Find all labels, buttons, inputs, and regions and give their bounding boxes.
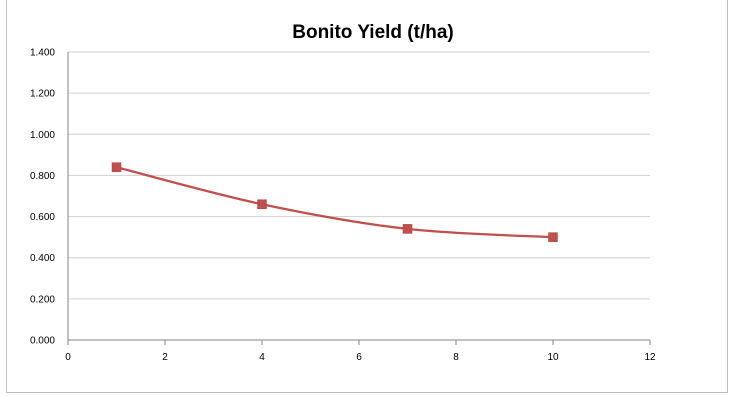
- data-point: [548, 232, 558, 242]
- data-point: [111, 162, 122, 172]
- data-point: [402, 224, 413, 234]
- y-tick-label: 0.200: [30, 294, 55, 305]
- y-tick-label: 0.400: [30, 253, 55, 264]
- y-tick-label: 0.600: [30, 212, 55, 223]
- data-point: [257, 199, 267, 209]
- series-line: [116, 166, 554, 239]
- x-tick-label: 12: [644, 352, 656, 363]
- x-tick-label: 4: [259, 352, 265, 363]
- y-tick-label: 0.000: [30, 336, 55, 347]
- y-tick-label: 0.800: [30, 171, 55, 182]
- chart-title: Bonito Yield (t/ha): [292, 22, 454, 43]
- gridlines: [67, 51, 650, 341]
- y-tick-label: 1.000: [30, 130, 55, 141]
- y-axis-ticks: 0.000 0.200 0.400 0.600 0.800 1.000 1.200 1.400: [30, 48, 55, 347]
- series-layer: [111, 162, 558, 242]
- x-tick-label: 8: [453, 352, 459, 363]
- y-tick-label: 1.200: [30, 89, 55, 100]
- chart-frame: [6, 0, 728, 393]
- y-tick-label: 1.400: [30, 48, 55, 59]
- x-axis-ticks: 0 2 4 6 8 10 12: [65, 340, 656, 363]
- x-tick-label: 10: [547, 352, 559, 363]
- x-tick-label: 2: [162, 352, 168, 363]
- x-tick-label: 6: [356, 352, 362, 363]
- x-tick-label: 0: [65, 352, 71, 363]
